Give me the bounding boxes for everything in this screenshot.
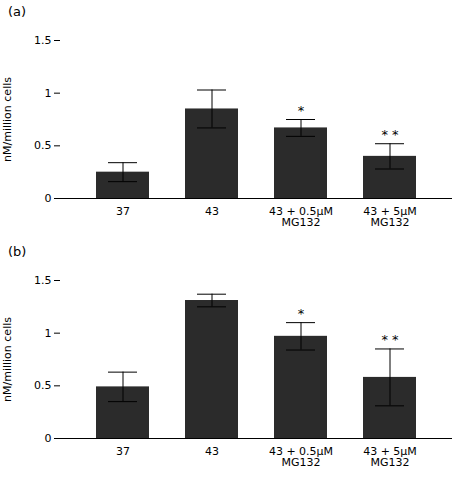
svg-text:* *: * * [381, 127, 399, 142]
svg-text:43: 43 [205, 445, 219, 458]
svg-text:* *: * * [381, 332, 399, 347]
svg-text:1.5: 1.5 [34, 34, 52, 47]
html-text:(b): (b) [8, 244, 27, 259]
svg-text:0: 0 [45, 432, 52, 445]
svg-text:1.5: 1.5 [34, 274, 52, 287]
svg-text:nM/million cells: nM/million cells [1, 317, 14, 402]
svg-text:0: 0 [45, 192, 52, 205]
html-text:(a): (a) [8, 4, 27, 19]
svg-text:43 + 0.5μMMG132: 43 + 0.5μMMG132 [269, 205, 333, 229]
svg-text:0.5: 0.5 [34, 139, 52, 152]
svg-text:*: * [298, 103, 305, 118]
svg-text:1: 1 [45, 327, 52, 340]
svg-text:37: 37 [116, 205, 130, 218]
svg-text:*: * [298, 306, 305, 321]
svg-text:43 + 5μMMG132: 43 + 5μMMG132 [363, 445, 417, 469]
svg-text:43 + 5μMMG132: 43 + 5μMMG132 [363, 205, 417, 229]
svg-text:43 + 0.5μMMG132: 43 + 0.5μMMG132 [269, 445, 333, 469]
svg-text:0.5: 0.5 [34, 379, 52, 392]
svg-text:1: 1 [45, 87, 52, 100]
svg-text:37: 37 [116, 445, 130, 458]
svg-text:nM/million cells: nM/million cells [1, 77, 14, 162]
svg-text:43: 43 [205, 205, 219, 218]
